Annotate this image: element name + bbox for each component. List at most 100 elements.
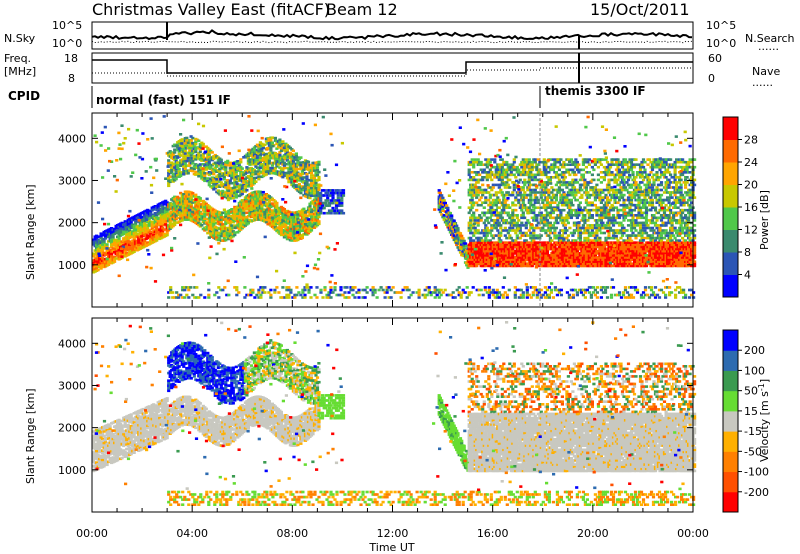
power-cell [150,227,154,230]
power-cell [134,231,138,234]
power-cell [458,232,463,235]
power-cell [493,158,497,161]
power-cell [194,150,198,154]
power-cell [285,149,289,152]
nsky-label: N.Sky [4,32,36,45]
power-cell [215,180,219,184]
power-cell [536,178,540,182]
power-cell [129,235,133,239]
power-cell [581,231,585,235]
power-cell [533,173,537,177]
power-cell [270,164,274,167]
power-cell [475,191,479,194]
power-cell [251,200,255,204]
power-cell [143,240,147,244]
nsearch-tick-bottom: 10^0 [706,37,736,50]
power-cell [481,178,485,182]
power-cell [150,213,154,217]
power-cell [494,226,498,230]
power-cell [239,178,243,182]
power-cell [183,154,187,158]
power-cell [248,158,252,161]
nave-tick-bottom: 0 [708,72,715,85]
power-cell [152,229,156,232]
power-cell [494,191,498,194]
power-cell [559,214,563,217]
power-cell [547,191,551,194]
power-cell [192,167,196,171]
power-cell [212,182,216,186]
power-cell [242,156,246,159]
power-cell [239,221,243,224]
power-cell [443,201,447,205]
power-cell [574,191,578,194]
power-cell [512,219,516,222]
power-cell [174,172,178,176]
power-cell [155,225,159,228]
power-cell [523,183,527,187]
power-cell [113,255,117,259]
power-cell [176,200,180,203]
power-cell [499,226,503,230]
power-cell [532,229,536,232]
power-cell [527,206,531,209]
power-cell [490,229,494,232]
power-cell [562,183,566,187]
power-cell [155,215,159,219]
power-cell [475,196,479,199]
power-cell [111,247,115,250]
power-cell [533,176,537,179]
power-cell [167,171,171,175]
power-cell [578,234,582,237]
power-cell [488,160,492,164]
power-cell [554,183,558,187]
power-cell [210,151,214,154]
power-cell [551,168,555,172]
power-cell [584,158,588,161]
power-cell [99,267,103,270]
power-cell [529,188,533,192]
power-cell [476,221,480,225]
power-cell [198,148,202,151]
power-cell [267,218,271,221]
power-cell [529,193,533,197]
power-cell [556,165,560,169]
power-cell [508,163,512,166]
power-cell [536,191,540,194]
power-cell [309,164,314,167]
power-cell [225,163,229,167]
power-cell [140,230,144,233]
power-cell [467,211,471,215]
power-cell [584,226,588,230]
power-cell [475,173,479,177]
power-cell [186,141,190,145]
power-cell [500,158,504,161]
power-cell [475,201,479,204]
power-cell [565,196,569,199]
power-cell [248,163,252,166]
power-cell [273,152,277,155]
power-cell [317,220,321,223]
power-cell [189,205,193,208]
power-cell [117,251,121,254]
power-cell [548,168,552,172]
power-cell [581,224,585,227]
power-cell [575,181,579,184]
power-cell [137,243,141,247]
power-cell [512,173,516,177]
power-cell [532,208,536,212]
power-cell [491,208,495,212]
power-cell [225,233,229,237]
power-cell [511,201,515,204]
power-cell [245,188,249,192]
power-cell [101,250,105,253]
power-cell [176,161,180,164]
power-cell [476,229,480,232]
power-cell [559,196,563,199]
power-cell [216,238,220,242]
power-cell [149,230,153,234]
power-cell [319,191,323,195]
power-cell [255,156,259,159]
power-cell [467,168,471,172]
power-cell [473,216,477,220]
